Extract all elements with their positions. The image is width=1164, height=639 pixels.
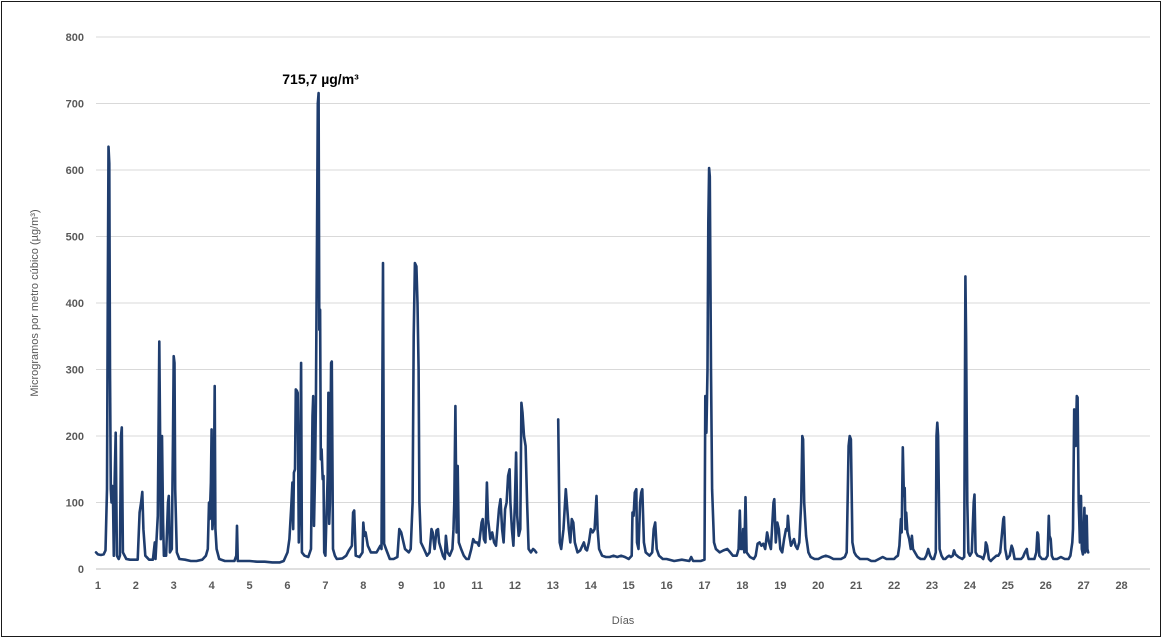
x-tick-label: 2 (133, 580, 139, 592)
x-tick-label: 5 (246, 580, 252, 592)
x-tick-label: 25 (1002, 580, 1014, 592)
y-tick-label: 500 (66, 232, 84, 244)
x-tick-label: 20 (812, 580, 824, 592)
x-tick-label: 18 (736, 580, 748, 592)
x-axis-tick-labels: 1 2 3 4 5 6 7 8 9 10 11 12 13 14 15 16 17 18 19 20 21 22 23 24 2… (95, 580, 1128, 592)
x-tick-label: 4 (209, 580, 216, 592)
x-tick-label: 15 (623, 580, 635, 592)
y-tick-label: 300 (66, 365, 84, 377)
y-tick-label: 600 (66, 165, 84, 177)
x-tick-label: 13 (547, 580, 559, 592)
x-tick-label: 8 (360, 580, 366, 592)
x-tick-label: 23 (926, 580, 938, 592)
y-tick-label: 400 (66, 298, 84, 310)
x-tick-label: 27 (1078, 580, 1090, 592)
x-tick-label: 11 (471, 580, 483, 592)
y-tick-label: 0 (78, 564, 84, 576)
x-tick-label: 21 (850, 580, 862, 592)
x-tick-label: 16 (660, 580, 672, 592)
x-tick-label: 6 (284, 580, 290, 592)
x-tick-label: 26 (1040, 580, 1052, 592)
peak-annotation: 715,7 µg/m³ (282, 71, 359, 87)
x-tick-label: 17 (698, 580, 710, 592)
y-tick-label: 100 (66, 498, 84, 510)
y-axis-tick-labels: 0 100 200 300 400 500 600 700 800 (66, 32, 84, 576)
x-tick-label: 24 (964, 580, 977, 592)
x-tick-label: 7 (322, 580, 328, 592)
y-axis-title: Microgramos por metro cúbico (µg/m³) (29, 209, 41, 396)
x-tick-label: 9 (398, 580, 404, 592)
x-tick-label: 12 (509, 580, 521, 592)
gridlines (96, 36, 1150, 570)
x-tick-label: 3 (171, 580, 177, 592)
series-line (94, 91, 1090, 564)
x-tick-label: 22 (888, 580, 900, 592)
y-tick-label: 200 (66, 431, 84, 443)
series-lines (94, 91, 1090, 564)
y-tick-label: 800 (66, 32, 84, 44)
x-tick-label: 10 (433, 580, 445, 592)
y-tick-label: 700 (66, 99, 84, 111)
x-tick-label: 19 (774, 580, 786, 592)
x-tick-label: 1 (95, 580, 101, 592)
x-axis-title: Días (612, 615, 635, 627)
x-tick-label: 14 (585, 580, 598, 592)
x-tick-label: 28 (1115, 580, 1127, 592)
